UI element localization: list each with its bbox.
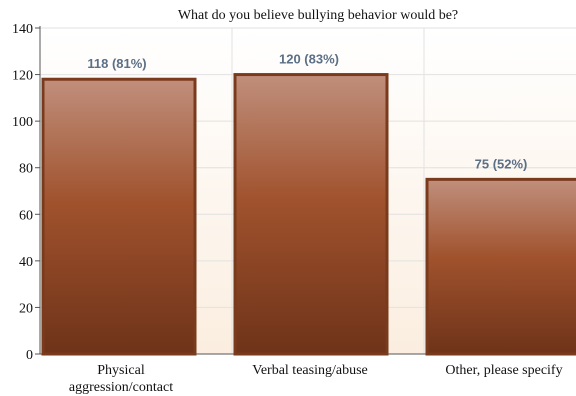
x-category-label: Physical aggression/contact [69,363,173,395]
data-label: 120 (83%) [279,52,339,67]
y-tick-label: 80 [19,162,33,177]
x-category-label: Other, please specify [445,363,562,378]
bar [425,177,576,356]
data-label: 118 (81%) [87,56,146,71]
x-category-label: Verbal teasing/abuse [252,363,367,378]
x-category-label-line: aggression/contact [69,380,173,395]
y-tick-label: 20 [19,301,33,316]
data-label: 75 (52%) [475,156,528,171]
x-category-label-line: Verbal teasing/abuse [252,363,367,378]
y-tick-label: 140 [12,22,33,37]
y-tick-label: 40 [19,255,33,270]
y-tick-label: 120 [12,69,33,84]
chart-title: What do you believe bullying behavior wo… [178,8,458,23]
y-tick-label: 60 [19,208,33,223]
y-tick-label: 100 [12,115,33,130]
bar [233,73,389,356]
x-category-label-line: Physical [97,363,145,378]
y-tick-label: 0 [26,348,33,363]
bar [41,77,197,356]
x-category-label-line: Other, please specify [445,363,562,378]
